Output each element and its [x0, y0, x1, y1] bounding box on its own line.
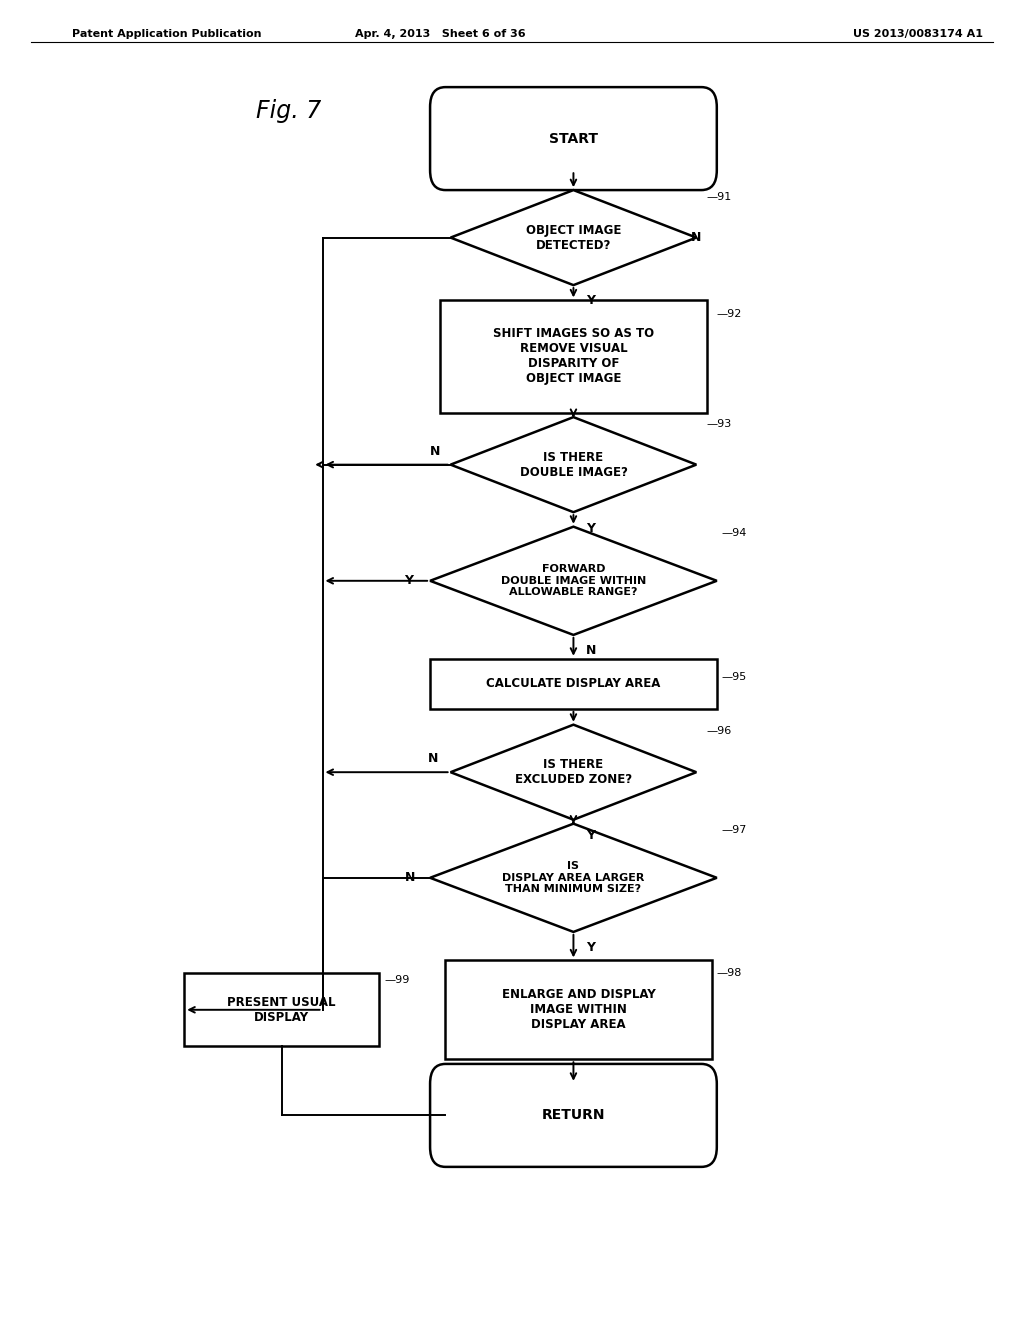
- Text: PRESENT USUAL
DISPLAY: PRESENT USUAL DISPLAY: [227, 995, 336, 1024]
- Text: —96: —96: [707, 726, 732, 737]
- Text: IS THERE
DOUBLE IMAGE?: IS THERE DOUBLE IMAGE?: [519, 450, 628, 479]
- Text: IS
DISPLAY AREA LARGER
THAN MINIMUM SIZE?: IS DISPLAY AREA LARGER THAN MINIMUM SIZE…: [502, 861, 645, 895]
- Bar: [440, 301, 707, 412]
- Bar: [184, 974, 379, 1045]
- Text: N: N: [430, 445, 440, 458]
- Polygon shape: [430, 824, 717, 932]
- Text: START: START: [549, 132, 598, 145]
- Text: Patent Application Publication: Patent Application Publication: [72, 29, 261, 40]
- Text: US 2013/0083174 A1: US 2013/0083174 A1: [853, 29, 983, 40]
- Text: Y: Y: [586, 941, 595, 954]
- Polygon shape: [451, 725, 696, 820]
- Text: Y: Y: [586, 294, 595, 308]
- Text: N: N: [691, 231, 701, 244]
- Polygon shape: [451, 190, 696, 285]
- Text: N: N: [404, 871, 415, 884]
- Text: Apr. 4, 2013   Sheet 6 of 36: Apr. 4, 2013 Sheet 6 of 36: [355, 29, 525, 40]
- Text: FORWARD
DOUBLE IMAGE WITHIN
ALLOWABLE RANGE?: FORWARD DOUBLE IMAGE WITHIN ALLOWABLE RA…: [501, 564, 646, 598]
- Text: Y: Y: [404, 574, 414, 587]
- FancyBboxPatch shape: [430, 87, 717, 190]
- Bar: [430, 659, 717, 709]
- Text: OBJECT IMAGE
DETECTED?: OBJECT IMAGE DETECTED?: [525, 223, 622, 252]
- Text: SHIFT IMAGES SO AS TO
REMOVE VISUAL
DISPARITY OF
OBJECT IMAGE: SHIFT IMAGES SO AS TO REMOVE VISUAL DISP…: [493, 327, 654, 385]
- Text: ENLARGE AND DISPLAY
IMAGE WITHIN
DISPLAY AREA: ENLARGE AND DISPLAY IMAGE WITHIN DISPLAY…: [502, 989, 655, 1031]
- Text: Y: Y: [586, 829, 595, 842]
- Text: —93: —93: [707, 418, 732, 429]
- Text: —94: —94: [722, 528, 748, 539]
- Text: —98: —98: [717, 969, 742, 978]
- Text: CALCULATE DISPLAY AREA: CALCULATE DISPLAY AREA: [486, 677, 660, 690]
- Text: —95: —95: [722, 672, 748, 682]
- Text: —99: —99: [384, 975, 410, 985]
- Text: Y: Y: [586, 521, 595, 535]
- Text: RETURN: RETURN: [542, 1109, 605, 1122]
- Text: Fig. 7: Fig. 7: [256, 99, 322, 123]
- Text: N: N: [586, 644, 596, 657]
- Bar: [445, 961, 712, 1059]
- FancyBboxPatch shape: [430, 1064, 717, 1167]
- Text: N: N: [428, 752, 438, 766]
- Text: —91: —91: [707, 191, 732, 202]
- Polygon shape: [451, 417, 696, 512]
- Text: —97: —97: [722, 825, 748, 836]
- Text: IS THERE
EXCLUDED ZONE?: IS THERE EXCLUDED ZONE?: [515, 758, 632, 787]
- Polygon shape: [430, 527, 717, 635]
- Text: —92: —92: [717, 309, 742, 318]
